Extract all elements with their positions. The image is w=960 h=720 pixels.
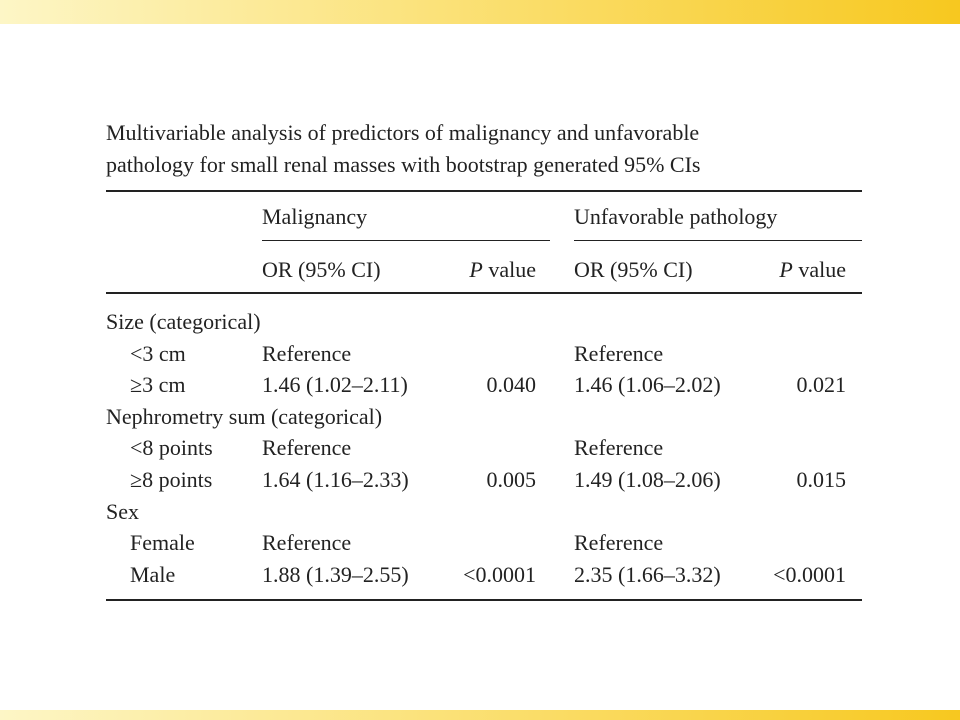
or-malignancy-cell: Reference <box>262 340 352 366</box>
row-label: Nephrometry sum (categorical) <box>106 403 383 429</box>
p-value-malignancy-cell: <0.0001 <box>463 561 536 587</box>
or-unfavorable-cell: Reference <box>574 435 664 461</box>
table-bottom-rule <box>106 599 862 601</box>
or-malignancy-cell: Reference <box>262 435 352 461</box>
p-header-unfavorable: P value <box>779 257 846 282</box>
caption-line: pathology for small renal masses with bo… <box>106 152 701 177</box>
or-malignancy-cell: Reference <box>262 530 352 556</box>
or-unfavorable-cell: 1.46 (1.06–2.02) <box>574 372 721 398</box>
row-label: ≥8 points <box>130 467 213 492</box>
p-value-unfavorable-cell: 0.015 <box>796 467 847 492</box>
p-value-unfavorable-cell: 0.021 <box>796 372 847 398</box>
top-decorative-band <box>0 0 960 24</box>
group-header-malignancy: Malignancy <box>262 204 368 229</box>
or-malignancy-cell: 1.64 (1.16–2.33) <box>262 467 409 492</box>
p-value-malignancy-cell: 0.005 <box>486 467 537 492</box>
bottom-decorative-band <box>0 710 960 720</box>
row-label: Sex <box>106 498 139 524</box>
or-unfavorable-cell: Reference <box>574 530 664 556</box>
row-label: Female <box>130 530 195 556</box>
p-value-unfavorable-cell: <0.0001 <box>773 561 846 587</box>
p-header-malignancy: P value <box>469 257 536 282</box>
p-value-malignancy-cell: 0.040 <box>486 372 537 398</box>
or-header-malignancy: OR (95% CI) <box>262 257 381 282</box>
row-label: Male <box>130 561 176 587</box>
row-label: Size (categorical) <box>106 309 261 334</box>
table-caption: Multivariable analysis of predictors of … <box>106 117 866 181</box>
or-unfavorable-cell: 2.35 (1.66–3.32) <box>574 561 721 587</box>
or-malignancy-cell: 1.46 (1.02–2.11) <box>262 372 408 398</box>
table-top-rule <box>106 190 862 192</box>
malignancy-group-rule <box>262 240 550 241</box>
or-unfavorable-cell: Reference <box>574 340 664 366</box>
or-malignancy-cell: 1.88 (1.39–2.55) <box>262 561 409 587</box>
or-header-unfavorable: OR (95% CI) <box>574 257 693 282</box>
row-label: ≥3 cm <box>130 372 186 398</box>
group-header-unfavorable-pathology: Unfavorable pathology <box>574 204 778 229</box>
or-unfavorable-cell: 1.49 (1.08–2.06) <box>574 467 721 492</box>
row-label: <3 cm <box>130 340 186 366</box>
caption-line: Multivariable analysis of predictors of … <box>106 120 700 145</box>
row-label: <8 points <box>130 435 213 461</box>
unfavorable-group-rule <box>574 240 862 241</box>
header-bottom-rule <box>106 292 862 294</box>
